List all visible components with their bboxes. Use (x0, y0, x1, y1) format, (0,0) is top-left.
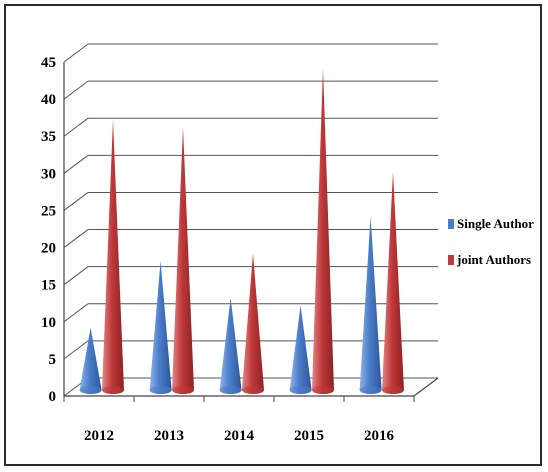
gridline-depth (63, 192, 89, 211)
cone-mark (242, 253, 264, 394)
cone-mark (79, 327, 102, 394)
chart-frame: 0 5 10 15 20 25 30 35 40 45 2012 2013 2014 2015 2016 … (4, 4, 542, 466)
y-tick-label: 45 (41, 55, 56, 71)
cone-base (359, 386, 382, 394)
cone-base (102, 386, 124, 394)
cone-single-author-2014 (219, 297, 242, 394)
y-tick-label: 15 (41, 278, 56, 294)
cone-base (149, 386, 172, 394)
gridline-depth (63, 229, 89, 248)
axes (63, 62, 439, 402)
cone-mark (102, 119, 124, 395)
x-tick-label: 2016 (364, 428, 395, 444)
y-tick-label: 5 (49, 352, 57, 368)
y-tick-label: 0 (49, 389, 57, 405)
legend-label: Single Author (457, 216, 534, 231)
y-tick-label: 35 (41, 129, 56, 145)
cone-base (312, 386, 334, 394)
cone-base (242, 386, 264, 394)
y-tick-labels: 0 5 10 15 20 25 30 35 40 45 (41, 55, 56, 405)
cone-mark (149, 260, 172, 394)
cone-mark (289, 305, 312, 394)
cone-single-author-2013 (149, 260, 172, 394)
cone-mark (312, 67, 334, 394)
y-tick-label: 10 (41, 315, 56, 331)
cone-mark (382, 171, 404, 394)
cone-marks (79, 67, 404, 395)
cone-mark (219, 297, 242, 394)
cone-base (382, 386, 404, 394)
cone-joint-authors-2012 (102, 119, 124, 395)
y-tick-label: 30 (41, 166, 56, 182)
gridline-depth (63, 117, 89, 137)
legend-swatch (448, 255, 454, 265)
x-tick-label: 2013 (154, 428, 184, 444)
x-tick-label: 2012 (84, 428, 114, 444)
cone-base (172, 386, 194, 394)
gridline-depth (63, 303, 89, 323)
legend-swatch (448, 219, 454, 229)
cone-single-author-2016 (359, 216, 382, 394)
cone-base (219, 386, 242, 394)
cone-joint-authors-2014 (242, 253, 264, 394)
x-tick-label: 2015 (294, 428, 324, 444)
gridlines (63, 43, 438, 397)
cone-joint-authors-2016 (382, 171, 404, 394)
gridline-depth (63, 154, 89, 174)
legend-label: joint Authors (456, 252, 531, 267)
cone-mark (359, 216, 382, 394)
cone-base (79, 386, 102, 394)
gridline-depth (63, 340, 89, 360)
floor-edge (413, 377, 439, 397)
x-tick-label: 2014 (224, 428, 255, 444)
cone-base (289, 386, 312, 394)
y-tick-label: 25 (41, 203, 56, 219)
y-tick-label: 20 (41, 241, 56, 257)
cone-joint-authors-2015 (312, 67, 334, 394)
gridline-depth (63, 80, 89, 100)
cone-mark (172, 127, 194, 394)
cone-single-author-2015 (289, 305, 312, 394)
cone-joint-authors-2013 (172, 127, 194, 394)
x-tick-labels: 2012 2013 2014 2015 2016 (84, 428, 395, 444)
gridline-depth (63, 266, 89, 286)
cone-single-author-2012 (79, 327, 102, 394)
gridline-depth (63, 43, 89, 63)
y-tick-label: 40 (41, 92, 56, 108)
legend: Single Author joint Authors (448, 216, 534, 267)
